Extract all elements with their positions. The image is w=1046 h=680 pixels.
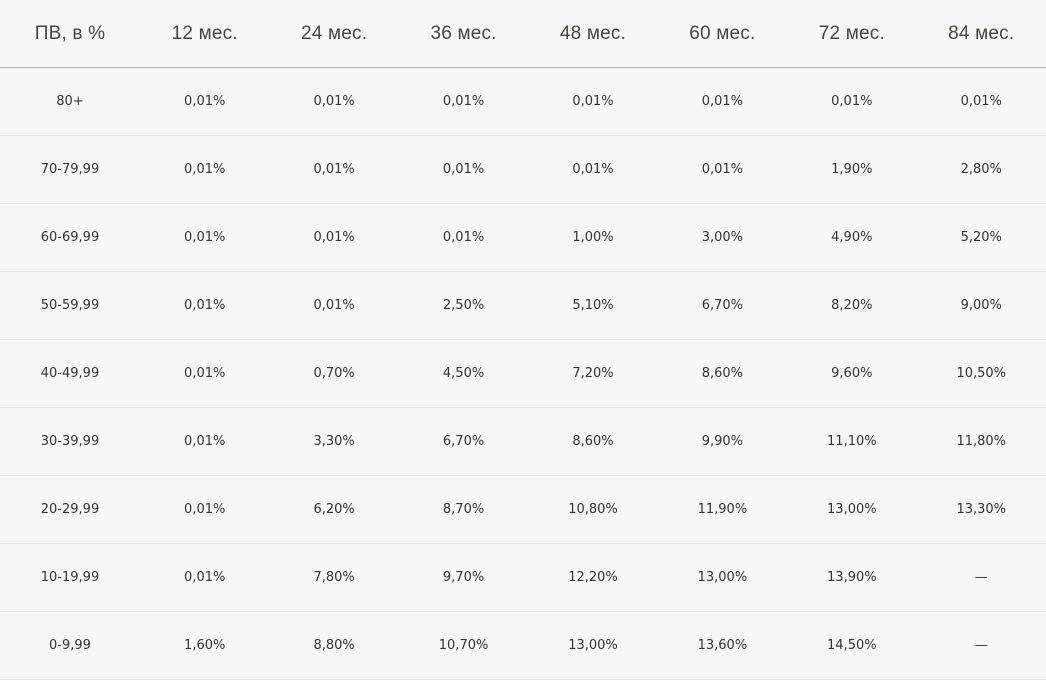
- table-cell: 2,80%: [916, 135, 1046, 204]
- table-row: 0-9,99 1,60% 8,80% 10,70% 13,00% 13,60% 14,50%…: [0, 611, 1046, 680]
- table-cell: 14,50%: [787, 611, 917, 680]
- table-row: 70-79,99 0,01% 0,01% 0,01% 0,01% 0,01% 1,90% 2,…: [0, 135, 1046, 204]
- table-cell: 4,90%: [787, 203, 917, 272]
- table-cell: 13,30%: [916, 475, 1046, 544]
- table-cell: 12,20%: [528, 543, 658, 612]
- table-cell: 8,60%: [657, 339, 788, 408]
- table-cell: 1,60%: [140, 611, 270, 680]
- table-cell: 5,20%: [916, 203, 1046, 272]
- table-cell: —: [916, 543, 1046, 612]
- table-cell: 7,20%: [528, 339, 658, 408]
- table-row: 80+ 0,01% 0,01% 0,01% 0,01% 0,01% 0,01% 0,01%: [0, 67, 1046, 136]
- table-cell: 0,01%: [269, 135, 399, 204]
- row-label: 70-79,99: [0, 135, 140, 204]
- table-cell: 11,80%: [916, 407, 1046, 476]
- column-header-term: 36 мес.: [398, 0, 529, 68]
- table-cell: 1,00%: [528, 203, 658, 272]
- table-cell: 2,50%: [398, 271, 529, 340]
- table-cell: 9,00%: [916, 271, 1046, 340]
- table-cell: 4,50%: [398, 339, 529, 408]
- column-header-term: 48 мес.: [528, 0, 658, 68]
- column-header-down-payment: ПВ, в %: [0, 0, 140, 68]
- table-cell: 0,01%: [140, 271, 270, 340]
- table-cell: 8,70%: [398, 475, 529, 544]
- table-cell: 0,01%: [528, 135, 658, 204]
- table-cell: 3,00%: [657, 203, 788, 272]
- table-cell: 9,90%: [657, 407, 788, 476]
- table-cell: 13,00%: [657, 543, 788, 612]
- table-cell: —: [916, 611, 1046, 680]
- table-cell: 3,30%: [269, 407, 399, 476]
- table-cell: 6,20%: [269, 475, 399, 544]
- table-cell: 9,60%: [787, 339, 917, 408]
- table-cell: 9,70%: [398, 543, 529, 612]
- table-cell: 0,01%: [269, 203, 399, 272]
- table-row: 20-29,99 0,01% 6,20% 8,70% 10,80% 11,90% 13,00…: [0, 475, 1046, 544]
- column-header-term: 24 мес.: [269, 0, 399, 68]
- table-row: 10-19,99 0,01% 7,80% 9,70% 12,20% 13,00% 13,90…: [0, 543, 1046, 612]
- table-cell: 0,01%: [140, 203, 270, 272]
- table-cell: 10,50%: [916, 339, 1046, 408]
- table-cell: 0,01%: [140, 407, 270, 476]
- table-cell: 0,01%: [269, 67, 399, 136]
- table-cell: 0,01%: [916, 67, 1046, 136]
- table-cell: 8,60%: [528, 407, 658, 476]
- row-label: 60-69,99: [0, 203, 140, 272]
- table-cell: 0,01%: [140, 475, 270, 544]
- table-row: 40-49,99 0,01% 0,70% 4,50% 7,20% 8,60% 9,60% 10…: [0, 339, 1046, 408]
- column-header-term: 84 мес.: [916, 0, 1046, 68]
- column-header-term: 60 мес.: [657, 0, 788, 68]
- table-cell: 13,60%: [657, 611, 788, 680]
- table-cell: 0,70%: [269, 339, 399, 408]
- table-cell: 8,80%: [269, 611, 399, 680]
- table-cell: 0,01%: [140, 135, 270, 204]
- table-cell: 13,90%: [787, 543, 917, 612]
- table-cell: 0,01%: [140, 67, 270, 136]
- table-cell: 0,01%: [528, 67, 658, 136]
- table-cell: 5,10%: [528, 271, 658, 340]
- table-cell: 1,90%: [787, 135, 917, 204]
- table-row: 30-39,99 0,01% 3,30% 6,70% 8,60% 9,90% 11,10% 1…: [0, 407, 1046, 476]
- table-cell: 8,20%: [787, 271, 917, 340]
- table-cell: 0,01%: [398, 67, 529, 136]
- table-cell: 0,01%: [398, 203, 529, 272]
- table-cell: 0,01%: [398, 135, 529, 204]
- table-cell: 13,00%: [787, 475, 917, 544]
- column-header-term: 12 мес.: [140, 0, 270, 68]
- table-row: 50-59,99 0,01% 0,01% 2,50% 5,10% 6,70% 8,20% 9,…: [0, 271, 1046, 340]
- row-label: 0-9,99: [0, 611, 140, 680]
- table-cell: 10,80%: [528, 475, 658, 544]
- row-label: 50-59,99: [0, 271, 140, 340]
- table-cell: 11,10%: [787, 407, 917, 476]
- table-cell: 7,80%: [269, 543, 399, 612]
- table-cell: 0,01%: [787, 67, 917, 136]
- row-label: 30-39,99: [0, 407, 140, 476]
- table-cell: 0,01%: [140, 339, 270, 408]
- table-row: 60-69,99 0,01% 0,01% 0,01% 1,00% 3,00% 4,90% 5,…: [0, 203, 1046, 272]
- table-cell: 6,70%: [657, 271, 788, 340]
- table-cell: 0,01%: [657, 67, 788, 136]
- table-cell: 0,01%: [657, 135, 788, 204]
- row-label: 10-19,99: [0, 543, 140, 612]
- table-cell: 0,01%: [269, 271, 399, 340]
- table-cell: 6,70%: [398, 407, 529, 476]
- row-label: 20-29,99: [0, 475, 140, 544]
- table-cell: 13,00%: [528, 611, 658, 680]
- column-header-term: 72 мес.: [787, 0, 917, 68]
- row-label: 40-49,99: [0, 339, 140, 408]
- table-header-row: ПВ, в % 12 мес. 24 мес. 36 мес. 48 мес. 60 ме…: [0, 0, 1046, 68]
- table-cell: 0,01%: [140, 543, 270, 612]
- table-cell: 11,90%: [657, 475, 788, 544]
- table-cell: 10,70%: [398, 611, 529, 680]
- row-label: 80+: [0, 67, 140, 136]
